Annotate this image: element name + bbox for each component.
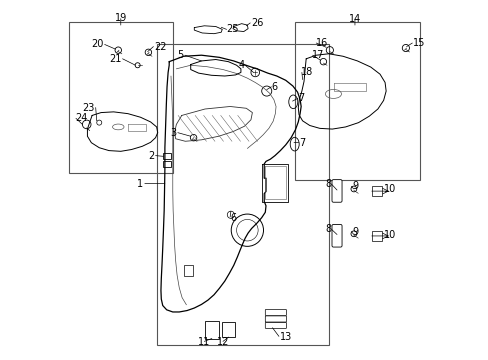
Text: 17: 17 <box>311 50 324 60</box>
Text: 18: 18 <box>301 67 313 77</box>
Text: 8: 8 <box>325 225 330 234</box>
Bar <box>294 22 419 180</box>
Text: 14: 14 <box>348 14 360 24</box>
FancyBboxPatch shape <box>331 180 341 202</box>
FancyBboxPatch shape <box>163 153 170 159</box>
Text: 20: 20 <box>91 40 104 49</box>
FancyBboxPatch shape <box>371 231 381 241</box>
Text: 9: 9 <box>351 227 358 237</box>
Text: 22: 22 <box>154 42 166 51</box>
Text: 7: 7 <box>298 139 305 148</box>
Text: 9: 9 <box>351 181 358 192</box>
FancyBboxPatch shape <box>163 161 170 167</box>
Text: 23: 23 <box>82 103 94 113</box>
FancyBboxPatch shape <box>183 265 192 276</box>
Text: 25: 25 <box>225 24 238 35</box>
Bar <box>156 44 328 345</box>
Text: 11: 11 <box>198 337 210 347</box>
FancyBboxPatch shape <box>265 322 286 328</box>
Text: 10: 10 <box>383 230 395 239</box>
Text: 2: 2 <box>147 150 154 161</box>
Text: 19: 19 <box>114 13 127 23</box>
Text: 26: 26 <box>250 18 263 28</box>
Text: 1: 1 <box>137 179 143 189</box>
Text: 15: 15 <box>412 38 425 48</box>
Text: 12: 12 <box>216 337 229 347</box>
FancyBboxPatch shape <box>371 186 381 196</box>
Text: 5: 5 <box>177 50 183 60</box>
FancyBboxPatch shape <box>265 310 286 316</box>
Text: 21: 21 <box>109 54 122 64</box>
Text: 8: 8 <box>325 179 330 189</box>
FancyBboxPatch shape <box>204 321 218 338</box>
Text: 10: 10 <box>383 184 395 194</box>
Text: 6: 6 <box>230 213 237 222</box>
Text: 13: 13 <box>279 332 291 342</box>
Text: 4: 4 <box>238 60 244 70</box>
Text: 7: 7 <box>298 93 304 103</box>
FancyBboxPatch shape <box>265 316 286 322</box>
Text: 16: 16 <box>316 38 328 48</box>
Text: 24: 24 <box>75 113 87 123</box>
FancyBboxPatch shape <box>331 225 341 247</box>
FancyBboxPatch shape <box>222 322 234 337</box>
Text: 6: 6 <box>271 82 277 92</box>
Text: 3: 3 <box>170 128 176 138</box>
Bar <box>69 22 172 173</box>
